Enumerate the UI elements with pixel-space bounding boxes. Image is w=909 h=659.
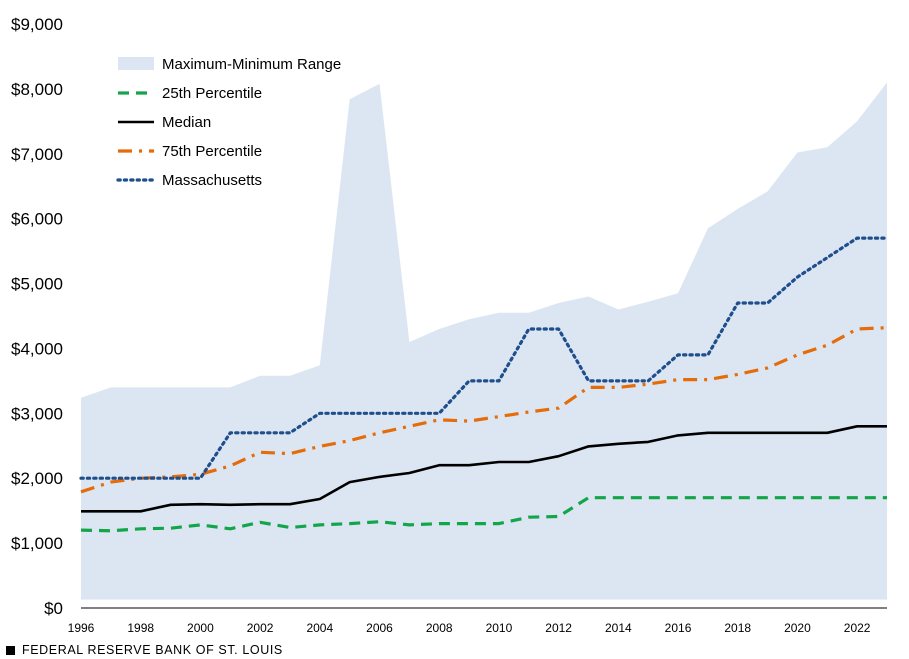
x-tick-label: 1996 [68,621,95,635]
x-tick-label: 2006 [366,621,393,635]
series-band-max-min-range [81,82,887,600]
y-tick-label: $8,000 [11,80,63,99]
footer: FEDERAL RESERVE BANK OF ST. LOUIS [6,643,283,657]
footer-square-icon [6,645,15,655]
legend-label: Median [162,114,211,131]
series-line-massachusetts [79,236,889,480]
legend-swatch-band [118,57,154,70]
y-tick-label: $1,000 [11,534,63,553]
footer-source-text: FEDERAL RESERVE BANK OF ST. LOUIS [22,643,283,657]
x-tick-label: 2012 [545,621,572,635]
legend-label: Massachusetts [162,172,262,189]
series-line-median [81,424,887,513]
x-tick-label: 2016 [665,621,692,635]
legend-label: 75th Percentile [162,143,262,160]
plot-area [79,82,889,600]
y-tick-label: $5,000 [11,275,63,294]
series-line-75th-percentile [80,326,888,494]
x-tick-label: 2010 [486,621,513,635]
axes: $0 $1,000 $2,000 $3,000 $4,000 $5,000 $6,000 $7… [11,15,887,635]
y-tick-label: $3,000 [11,404,63,423]
y-tick-label: $6,000 [11,210,63,229]
legend: Maximum-Minimum Range 25th Percentile Medi… [116,56,341,189]
y-tick-label: $9,000 [11,15,63,34]
y-tick-label: $4,000 [11,339,63,358]
x-tick-label: 2004 [306,621,333,635]
x-tick-label: 1998 [127,621,154,635]
legend-label: Maximum-Minimum Range [162,56,341,73]
x-tick-label: 2002 [247,621,274,635]
x-tick-label: 2020 [784,621,811,635]
x-tick-label: 2000 [187,621,214,635]
y-tick-label: $0 [44,599,63,618]
y-tick-label: $7,000 [11,145,63,164]
legend-label: 25th Percentile [162,85,262,102]
series-line-25th-percentile [80,496,887,533]
x-tick-label: 2022 [844,621,871,635]
y-tick-label: $2,000 [11,469,63,488]
x-tick-label: 2018 [724,621,751,635]
x-tick-label: 2014 [605,621,632,635]
x-tick-label: 2008 [426,621,453,635]
